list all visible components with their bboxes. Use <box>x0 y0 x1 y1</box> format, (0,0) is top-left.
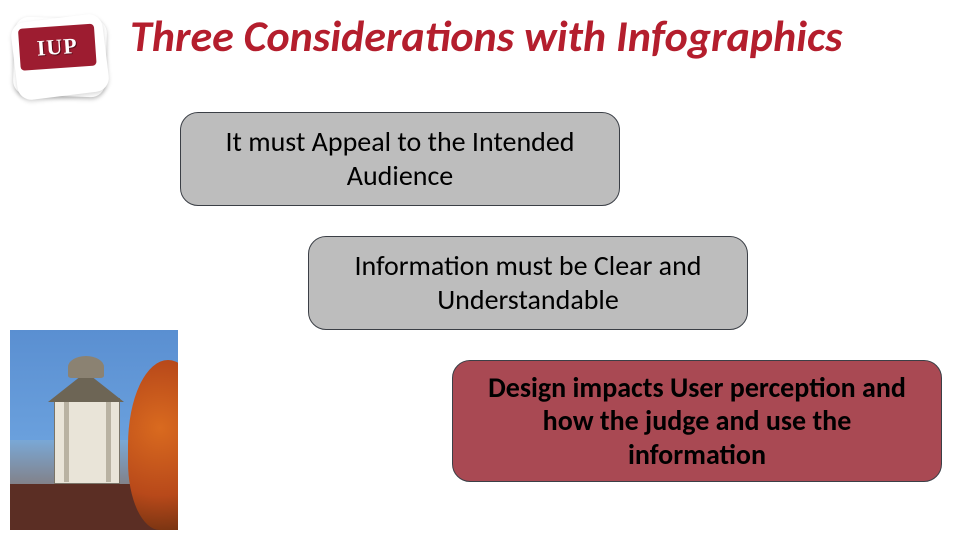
photo-cupola-dome <box>68 356 104 378</box>
logo-badge: IUP <box>18 24 97 71</box>
photo-tree <box>128 360 178 530</box>
callout-text: It must Appeal to the Intended Audience <box>205 125 595 192</box>
iup-logo: IUP <box>11 15 108 99</box>
campus-photo <box>10 330 178 530</box>
callout-design: Design impacts User perception and how t… <box>452 360 942 482</box>
slide: IUP Three Considerations with Infographi… <box>0 0 960 540</box>
callout-text: Information must be Clear and Understand… <box>333 249 723 316</box>
callout-clear: Information must be Clear and Understand… <box>308 236 748 330</box>
callout-text: Design impacts User perception and how t… <box>477 371 917 472</box>
callout-appeal: It must Appeal to the Intended Audience <box>180 112 620 206</box>
logo-text: IUP <box>36 33 79 62</box>
slide-title: Three Considerations with Infographics <box>130 12 950 60</box>
